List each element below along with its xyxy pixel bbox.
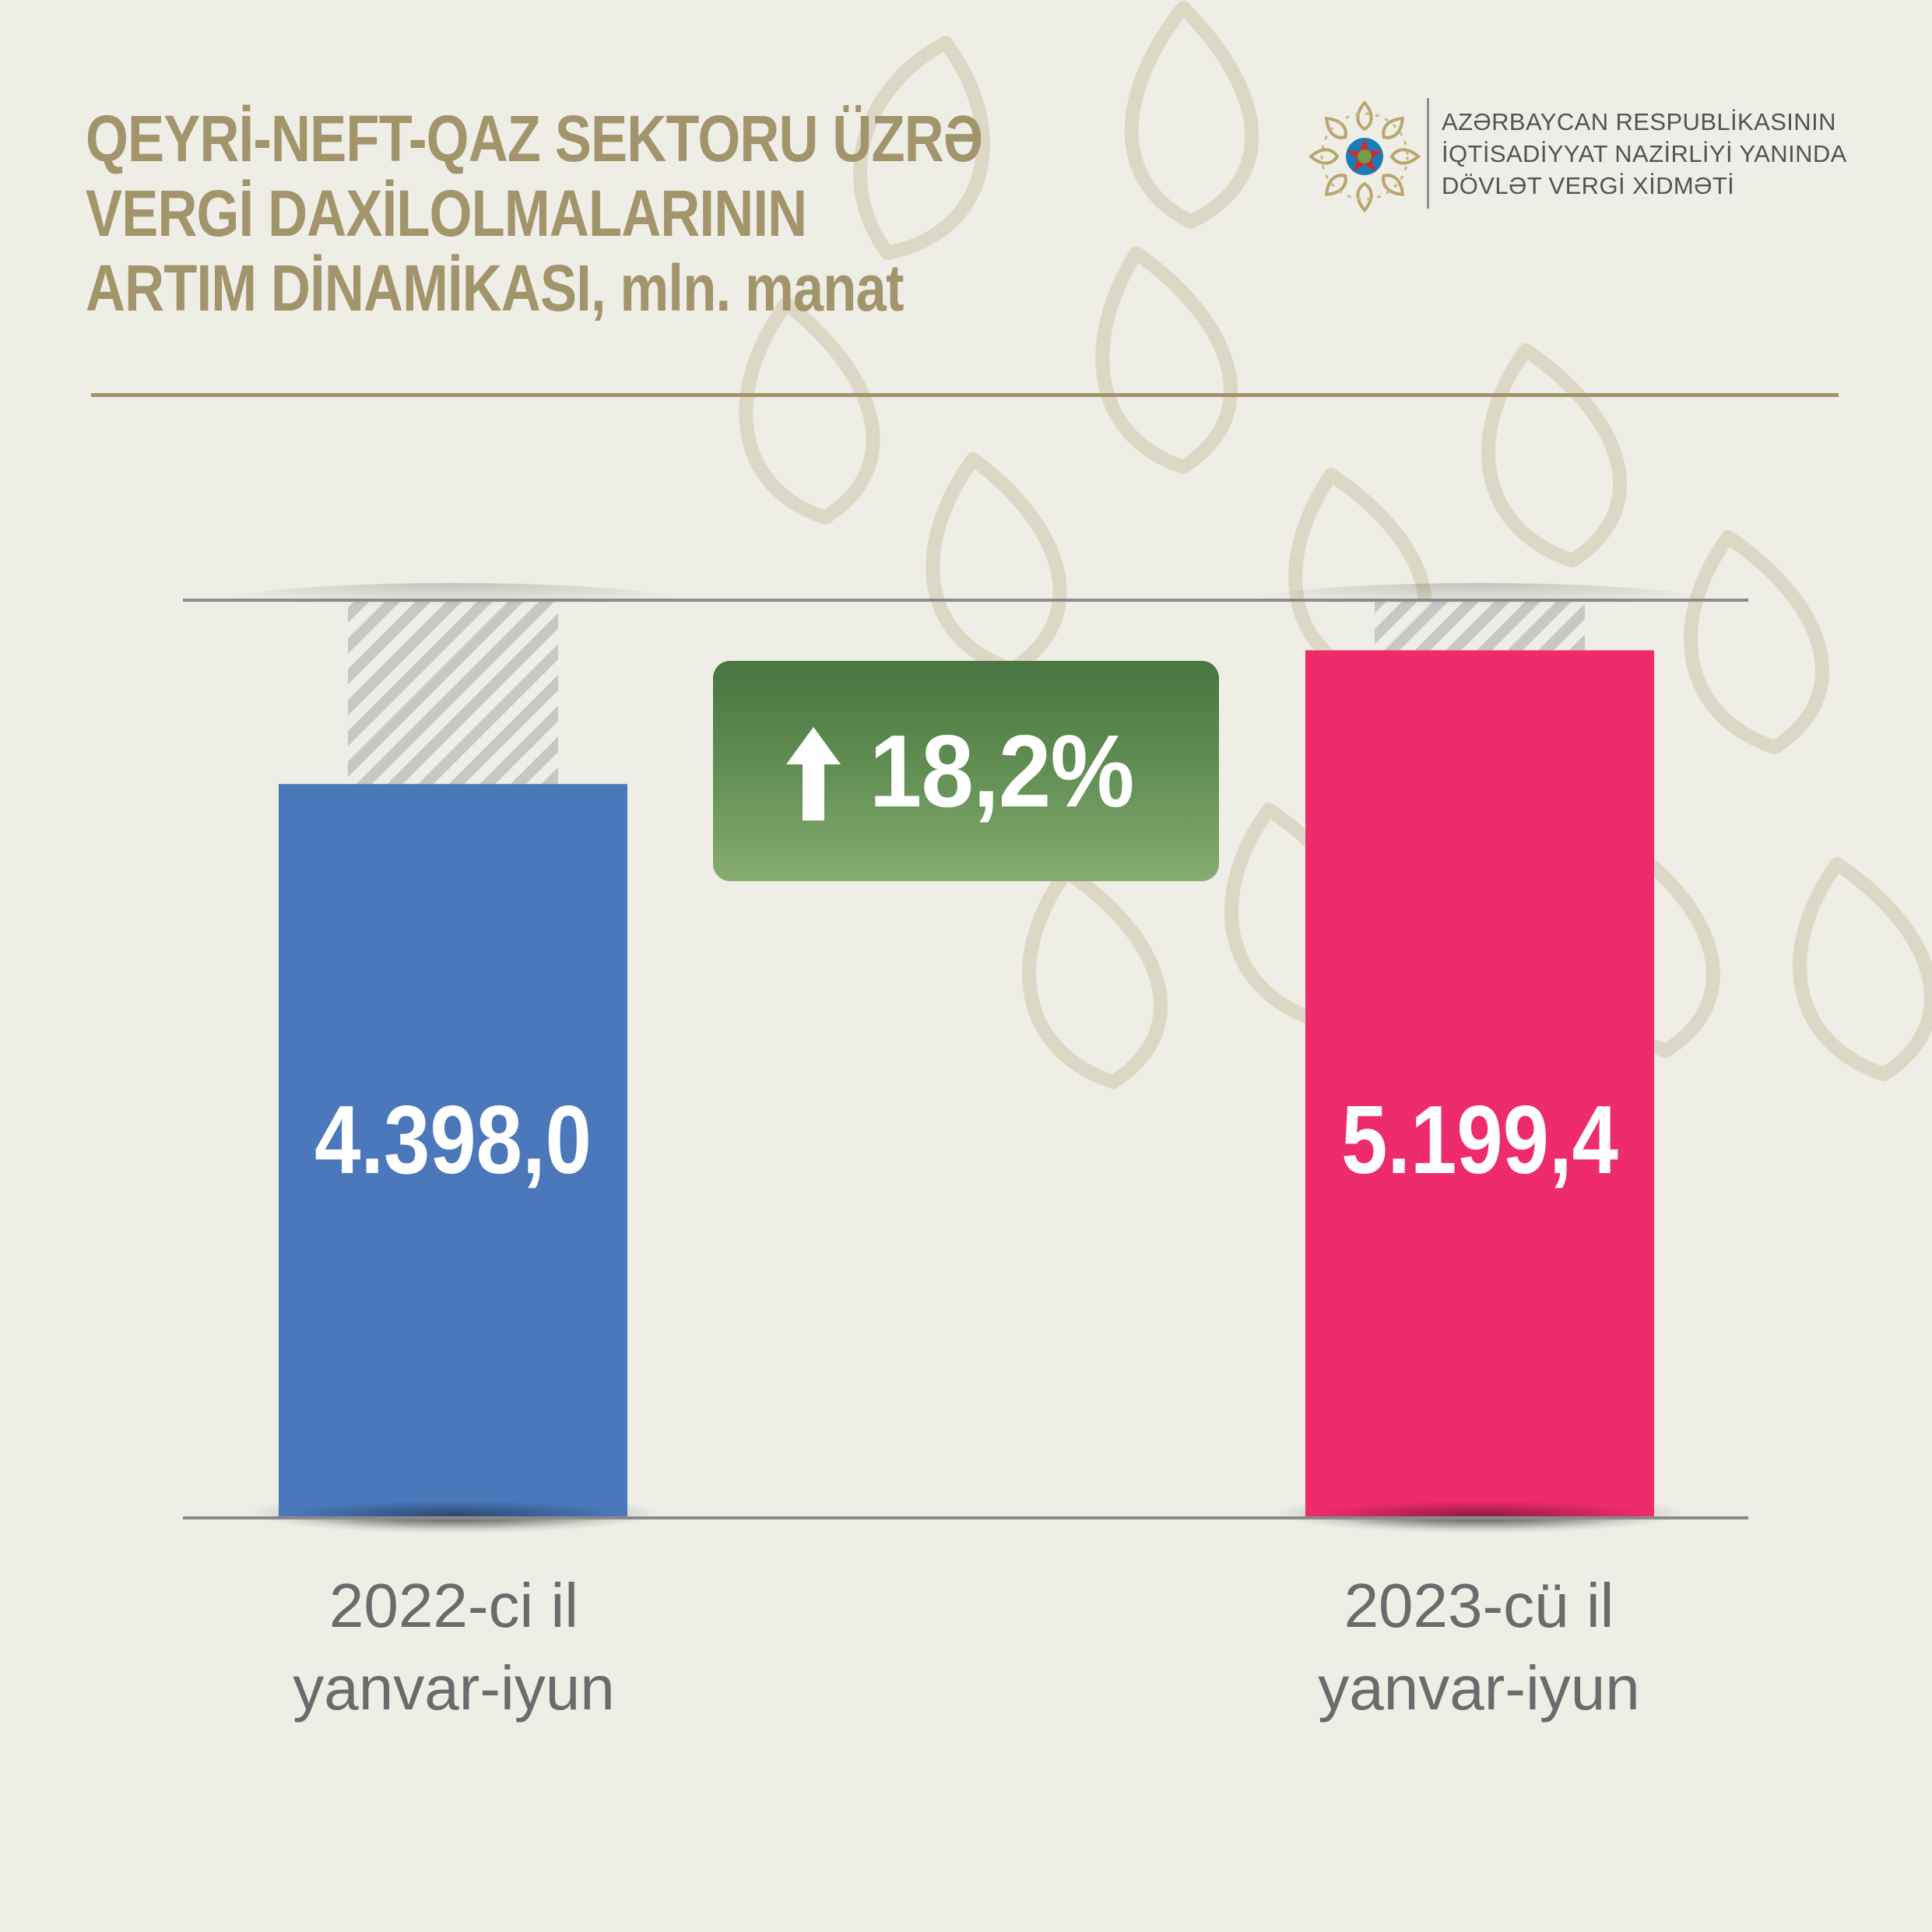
x-label-2022-line-2: yanvar-iyun bbox=[293, 1653, 615, 1723]
bar-inner-shadow bbox=[1313, 1501, 1646, 1529]
growth-badge: 18,2% bbox=[713, 661, 1219, 881]
x-label-2022: 2022-ci il yanvar-iyun bbox=[236, 1565, 672, 1730]
x-label-2023-line-1: 2023-cü il bbox=[1344, 1571, 1614, 1640]
organization-line-1: AZƏRBAYCAN RESPUBLİKASININ bbox=[1442, 108, 1836, 135]
bar-remainder-hatch bbox=[348, 600, 558, 785]
state-emblem-icon bbox=[1309, 101, 1420, 212]
chart-title: QEYRİ-NEFT-QAZ SEKTORU ÜZRƏ VERGİ DAXİLO… bbox=[86, 101, 1253, 325]
organization-name: AZƏRBAYCAN RESPUBLİKASININ İQTİSADİYYAT … bbox=[1442, 106, 1847, 202]
bar-inner-shadow bbox=[286, 1501, 620, 1529]
organization-line-2: İQTİSADİYYAT NAZİRLİYİ YANINDA bbox=[1442, 140, 1847, 167]
x-label-2023: 2023-cü il yanvar-iyun bbox=[1261, 1565, 1697, 1730]
growth-percent: 18,2% bbox=[869, 713, 1135, 828]
title-line-3: ARTIM DİNAMİKASI, mln. manat bbox=[86, 251, 1066, 325]
organization-line-3: DÖVLƏT VERGİ XİDMƏTİ bbox=[1442, 172, 1735, 199]
title-line-3-main: ARTIM DİNAMİKASI, bbox=[86, 251, 606, 325]
x-label-2023-line-2: yanvar-iyun bbox=[1318, 1653, 1640, 1723]
top-line-shadow bbox=[220, 583, 687, 624]
x-label-2022-line-1: 2022-ci il bbox=[328, 1571, 579, 1640]
bar-value-label-2022: 4.398,0 bbox=[314, 1087, 592, 1194]
emblem-ornament bbox=[1309, 101, 1420, 212]
top-line-shadow bbox=[1246, 583, 1713, 624]
logo-divider bbox=[1427, 98, 1429, 209]
title-line-1: QEYRİ-NEFT-QAZ SEKTORU ÜZRƏ bbox=[86, 102, 983, 175]
up-arrow-icon bbox=[786, 726, 841, 820]
bar-2022 bbox=[279, 784, 627, 1518]
bar-value-label-2023: 5.199,4 bbox=[1341, 1087, 1618, 1194]
title-rule bbox=[91, 393, 1839, 397]
title-line-2: VERGİ DAXİLOLMALARININ bbox=[86, 177, 807, 250]
title-unit: mln. manat bbox=[620, 251, 905, 325]
bar-2023 bbox=[1305, 650, 1654, 1518]
